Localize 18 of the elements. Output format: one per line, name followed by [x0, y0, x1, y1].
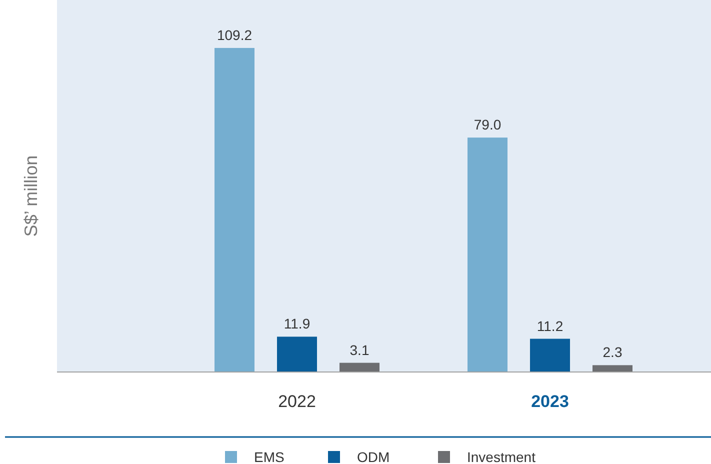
legend-label: Investment — [467, 449, 536, 464]
data-label: 2.3 — [602, 344, 622, 360]
data-label: 109.2 — [216, 26, 252, 43]
bar — [530, 338, 570, 372]
bar — [592, 365, 632, 372]
y-axis-title: S$’ million — [21, 155, 41, 237]
bar — [468, 138, 508, 372]
bar — [340, 362, 380, 372]
data-label: 79.0 — [474, 116, 502, 133]
x-tick-label: 2022 — [278, 392, 316, 411]
data-label: 11.9 — [284, 316, 310, 332]
x-tick-label: 2023 — [531, 392, 569, 411]
legend-label: ODM — [357, 449, 390, 464]
data-label: 11.2 — [536, 318, 564, 334]
bar — [277, 336, 317, 372]
legend-label: EMS — [254, 449, 284, 464]
data-label: 3.1 — [350, 342, 370, 358]
bar — [214, 48, 254, 372]
